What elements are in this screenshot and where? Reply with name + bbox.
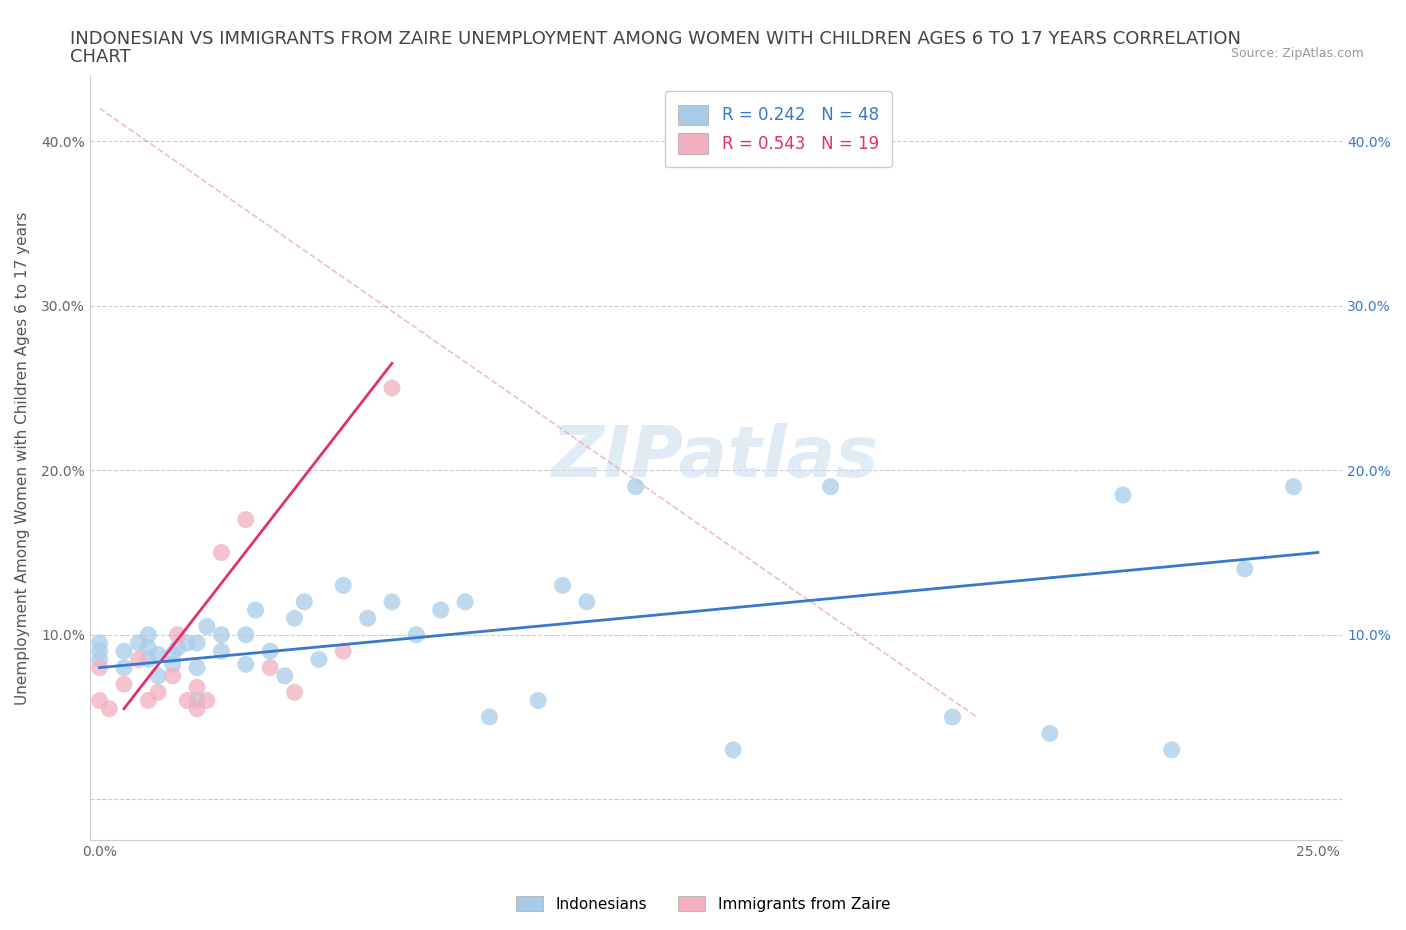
Point bbox=[162, 657, 184, 671]
Point bbox=[235, 512, 257, 527]
Point bbox=[1039, 726, 1062, 741]
Point bbox=[146, 684, 169, 699]
Point bbox=[209, 644, 232, 658]
Legend: R = 0.242   N = 48, R = 0.543   N = 19: R = 0.242 N = 48, R = 0.543 N = 19 bbox=[665, 91, 893, 167]
Point bbox=[209, 627, 232, 642]
Point bbox=[283, 684, 305, 699]
Point bbox=[98, 701, 121, 716]
Point bbox=[128, 652, 150, 667]
Point bbox=[136, 641, 159, 656]
Point bbox=[405, 627, 427, 642]
Point bbox=[551, 578, 574, 592]
Point bbox=[381, 594, 404, 609]
Point bbox=[941, 710, 963, 724]
Point bbox=[176, 693, 198, 708]
Text: CHART: CHART bbox=[70, 48, 131, 66]
Point bbox=[136, 652, 159, 667]
Point bbox=[1112, 487, 1135, 502]
Point bbox=[209, 545, 232, 560]
Point bbox=[89, 660, 111, 675]
Point bbox=[820, 479, 842, 494]
Point bbox=[259, 644, 281, 658]
Point bbox=[176, 635, 198, 650]
Point bbox=[166, 627, 188, 642]
Y-axis label: Unemployment Among Women with Children Ages 6 to 17 years: Unemployment Among Women with Children A… bbox=[15, 211, 30, 705]
Text: ZIPatlas: ZIPatlas bbox=[553, 423, 880, 492]
Text: Source: ZipAtlas.com: Source: ZipAtlas.com bbox=[1230, 46, 1364, 60]
Point bbox=[162, 669, 184, 684]
Point bbox=[274, 669, 297, 684]
Point bbox=[112, 644, 135, 658]
Point bbox=[166, 641, 188, 656]
Point bbox=[381, 380, 404, 395]
Point bbox=[454, 594, 477, 609]
Point bbox=[89, 644, 111, 658]
Point bbox=[245, 603, 267, 618]
Point bbox=[721, 742, 744, 757]
Point bbox=[235, 657, 257, 671]
Point bbox=[186, 635, 208, 650]
Point bbox=[332, 644, 354, 658]
Point bbox=[1233, 562, 1256, 577]
Point bbox=[89, 635, 111, 650]
Point bbox=[186, 660, 208, 675]
Point bbox=[146, 647, 169, 662]
Point bbox=[89, 693, 111, 708]
Point bbox=[283, 611, 305, 626]
Point bbox=[195, 619, 218, 634]
Point bbox=[112, 660, 135, 675]
Point bbox=[332, 578, 354, 592]
Point bbox=[235, 627, 257, 642]
Point bbox=[186, 701, 208, 716]
Point bbox=[136, 693, 159, 708]
Point bbox=[1160, 742, 1182, 757]
Point bbox=[89, 652, 111, 667]
Point bbox=[136, 627, 159, 642]
Legend: Indonesians, Immigrants from Zaire: Indonesians, Immigrants from Zaire bbox=[510, 889, 896, 918]
Point bbox=[308, 652, 330, 667]
Point bbox=[128, 635, 150, 650]
Point bbox=[112, 677, 135, 692]
Point bbox=[429, 603, 451, 618]
Point bbox=[478, 710, 501, 724]
Point bbox=[259, 660, 281, 675]
Point bbox=[186, 693, 208, 708]
Point bbox=[575, 594, 598, 609]
Point bbox=[624, 479, 647, 494]
Point bbox=[186, 680, 208, 695]
Text: INDONESIAN VS IMMIGRANTS FROM ZAIRE UNEMPLOYMENT AMONG WOMEN WITH CHILDREN AGES : INDONESIAN VS IMMIGRANTS FROM ZAIRE UNEM… bbox=[70, 30, 1241, 47]
Point bbox=[195, 693, 218, 708]
Point bbox=[1282, 479, 1305, 494]
Point bbox=[292, 594, 315, 609]
Point bbox=[527, 693, 550, 708]
Point bbox=[356, 611, 378, 626]
Point bbox=[146, 669, 169, 684]
Point bbox=[162, 647, 184, 662]
